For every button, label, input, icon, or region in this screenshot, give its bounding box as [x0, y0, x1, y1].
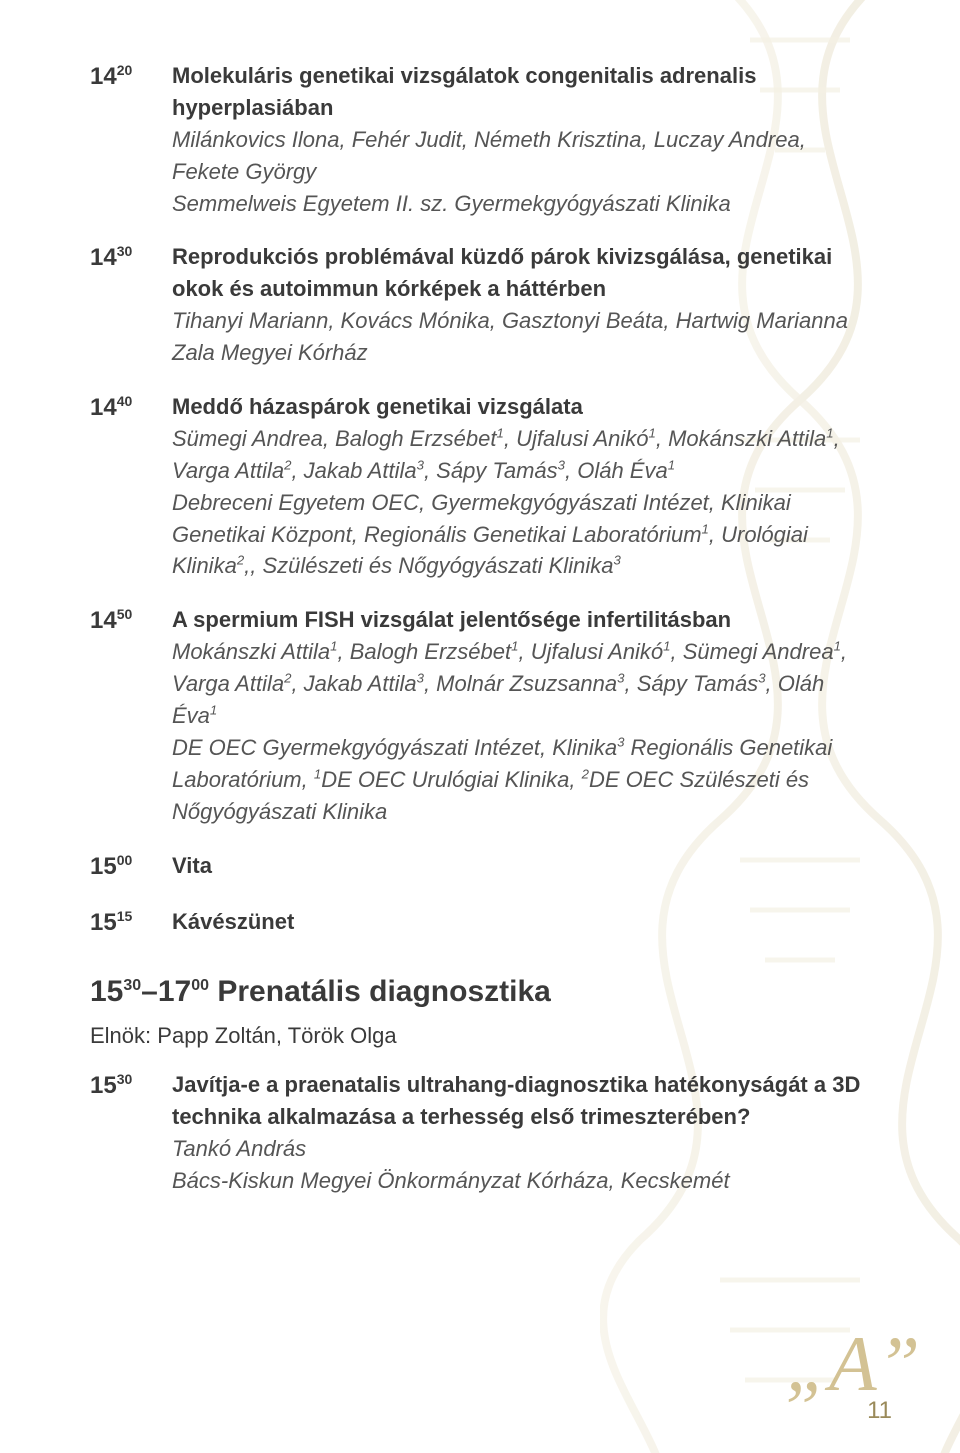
entry-title: A spermium FISH vizsgálat jelentősége in…: [172, 604, 870, 636]
entry-title: Reprodukciós problémával küzdő párok kiv…: [172, 241, 870, 305]
schedule-entry: 1440Meddő házaspárok genetikai vizsgálat…: [90, 391, 870, 582]
schedule-entries: 1420Molekuláris genetikai vizsgálatok co…: [90, 60, 870, 941]
entry-affiliation: Debreceni Egyetem OEC, Gyermekgyógyászat…: [172, 487, 870, 583]
session-header: 1530–1700 Prenatális diagnosztika: [90, 975, 870, 1009]
schedule-entry: 1515Kávészünet: [90, 906, 870, 941]
entry-title: Vita: [172, 850, 870, 882]
entry-time: 1515: [90, 906, 172, 941]
schedule-entry: 1450A spermium FISH vizsgálat jelentőség…: [90, 604, 870, 827]
entry-time: 1430: [90, 241, 172, 369]
entry-title: Kávészünet: [172, 906, 870, 938]
session-time-range: 1530–1700: [90, 975, 209, 1008]
section-letter: „A”: [786, 1319, 920, 1409]
entry-body: A spermium FISH vizsgálat jelentősége in…: [172, 604, 870, 827]
entry-authors: Mokánszki Attila1, Balogh Erzsébet1, Ujf…: [172, 636, 870, 732]
entry-time: 1530: [90, 1069, 172, 1197]
page-number: 11: [867, 1397, 892, 1425]
entry-time: 1500: [90, 850, 172, 885]
entry-body: Reprodukciós problémával küzdő párok kiv…: [172, 241, 870, 369]
entry-body: Vita: [172, 850, 870, 885]
chair-label: Elnök:: [90, 1023, 151, 1048]
entry-title: Meddő házaspárok genetikai vizsgálata: [172, 391, 870, 423]
entry-authors: Tihanyi Mariann, Kovács Mónika, Gasztony…: [172, 305, 870, 337]
schedule-entry: 1530Javítja-e a praenatalis ultrahang-di…: [90, 1069, 870, 1197]
entry-time: 1420: [90, 60, 172, 219]
session-title: Prenatális diagnosztika: [217, 975, 550, 1008]
entry-title: Javítja-e a praenatalis ultrahang-diagno…: [172, 1069, 870, 1133]
entry-body: Kávészünet: [172, 906, 870, 941]
entry-affiliation: Bács-Kiskun Megyei Önkormányzat Kórháza,…: [172, 1165, 870, 1197]
entry-body: Meddő házaspárok genetikai vizsgálataSüm…: [172, 391, 870, 582]
page-content: 1420Molekuláris genetikai vizsgálatok co…: [0, 0, 960, 1197]
entry-body: Javítja-e a praenatalis ultrahang-diagno…: [172, 1069, 870, 1197]
schedule-entries-2: 1530Javítja-e a praenatalis ultrahang-di…: [90, 1069, 870, 1197]
entry-body: Molekuláris genetikai vizsgálatok congen…: [172, 60, 870, 219]
entry-affiliation: Zala Megyei Kórház: [172, 337, 870, 369]
schedule-entry: 1420Molekuláris genetikai vizsgálatok co…: [90, 60, 870, 219]
entry-time: 1440: [90, 391, 172, 582]
schedule-entry: 1430Reprodukciós problémával küzdő párok…: [90, 241, 870, 369]
entry-authors: Tankó András: [172, 1133, 870, 1165]
schedule-entry: 1500Vita: [90, 850, 870, 885]
entry-authors: Milánkovics Ilona, Fehér Judit, Németh K…: [172, 124, 870, 188]
session-chair: Elnök: Papp Zoltán, Török Olga: [90, 1023, 870, 1049]
entry-authors: Sümegi Andrea, Balogh Erzsébet1, Ujfalus…: [172, 423, 870, 487]
entry-affiliation: DE OEC Gyermekgyógyászati Intézet, Klini…: [172, 732, 870, 828]
entry-time: 1450: [90, 604, 172, 827]
chair-names: Papp Zoltán, Török Olga: [157, 1023, 396, 1048]
entry-affiliation: Semmelweis Egyetem II. sz. Gyermekgyógyá…: [172, 188, 870, 220]
entry-title: Molekuláris genetikai vizsgálatok congen…: [172, 60, 870, 124]
